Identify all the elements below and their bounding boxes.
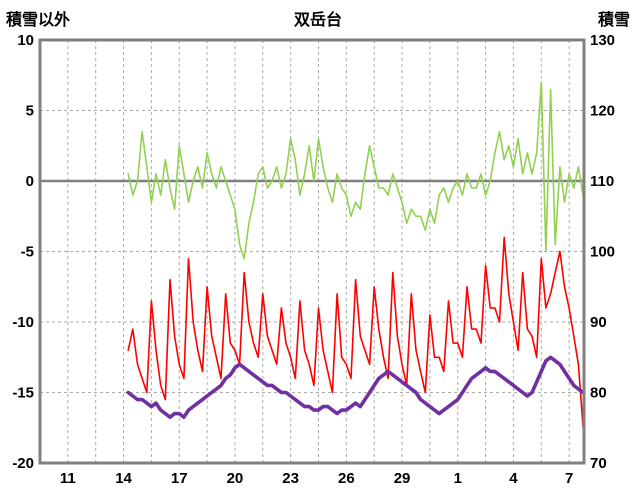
y-right-tick-label: 110 — [590, 173, 614, 190]
x-tick-label: 11 — [60, 470, 76, 487]
x-tick-label: 1 — [454, 470, 462, 487]
green-series — [127, 81, 584, 260]
x-tick-label: 14 — [115, 470, 132, 487]
right-axis-title: 積雪 — [597, 12, 630, 29]
y-right-tick-label: 90 — [590, 314, 607, 331]
x-tick-label: 26 — [338, 470, 355, 487]
x-tick-label: 23 — [282, 470, 299, 487]
x-tick-label: 29 — [394, 470, 411, 487]
plot-border — [38, 38, 586, 465]
y-left-tick-label: 0 — [26, 173, 34, 190]
y-left-tick-label: 5 — [26, 103, 34, 120]
left-axis-title: 積雪以外 — [6, 12, 71, 29]
x-tick-label: 4 — [509, 470, 518, 487]
x-tick-label: 17 — [171, 470, 188, 487]
y-left-tick-label: 10 — [17, 32, 34, 49]
y-right-tick-label: 130 — [590, 32, 615, 49]
y-left-tick-label: -10 — [12, 314, 34, 331]
x-tick-label: 20 — [227, 470, 244, 487]
purple-series — [126, 355, 585, 420]
x-tick-label: 7 — [565, 470, 573, 487]
y-right-tick-label: 120 — [590, 103, 615, 120]
y-right-tick-label: 100 — [590, 244, 615, 261]
y-left-tick-label: -20 — [12, 455, 34, 472]
y-left-tick-label: -5 — [21, 244, 34, 261]
red-series — [127, 236, 584, 429]
chart-title: 双岳台 — [293, 12, 342, 29]
y-right-tick-label: 70 — [590, 455, 607, 472]
y-right-tick-label: 80 — [590, 385, 607, 402]
y-left-tick-label: -15 — [12, 385, 34, 402]
